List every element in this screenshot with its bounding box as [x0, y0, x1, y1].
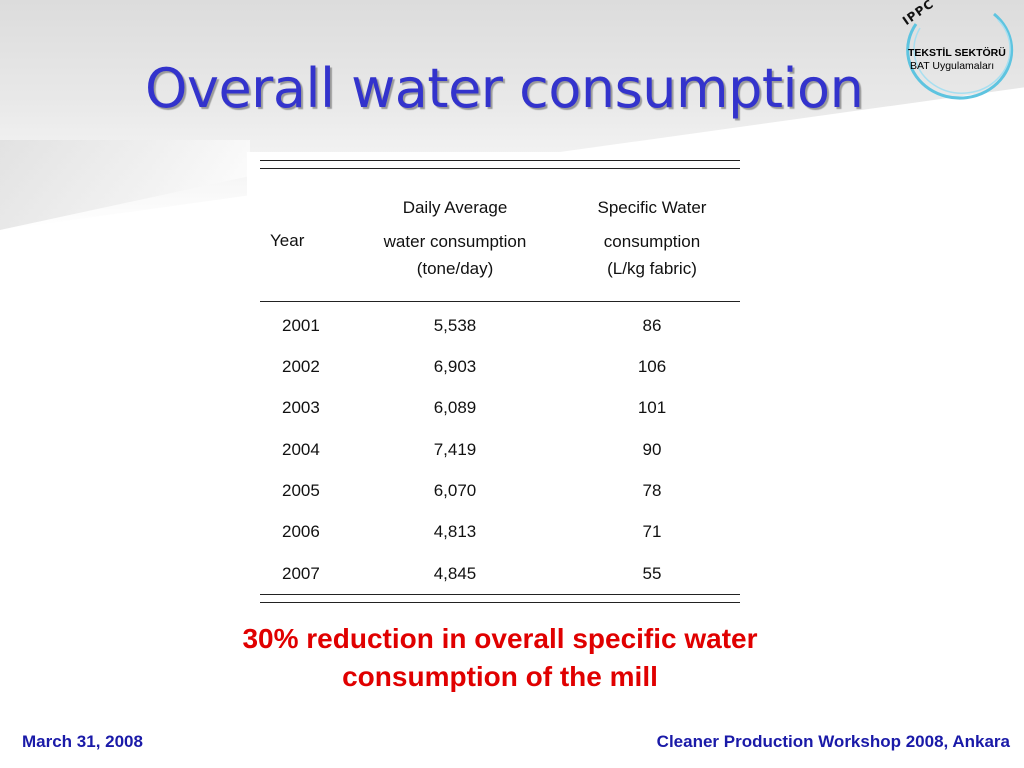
cell-year: 2003 — [282, 398, 320, 417]
cell-daily: 4,845 — [433, 564, 477, 583]
cell-year: 2001 — [282, 316, 320, 335]
header-daily-line2: water consumption — [383, 232, 527, 251]
cell-specific: 101 — [637, 398, 667, 417]
cell-daily: 6,070 — [433, 481, 477, 500]
logo-line1: TEKSTİL SEKTÖRÜ — [908, 47, 1006, 59]
cell-year: 2007 — [282, 564, 320, 583]
cell-year: 2006 — [282, 522, 320, 541]
callout-line2: consumption of the mill — [342, 661, 658, 692]
cell-daily: 6,089 — [433, 398, 477, 417]
cell-daily: 6,903 — [433, 357, 477, 376]
cell-year: 2002 — [282, 357, 320, 376]
slide-title: Overall water consumption — [145, 57, 864, 120]
cell-daily: 4,813 — [433, 522, 477, 541]
cell-specific: 78 — [642, 481, 662, 500]
logo-line2: BAT Uygulamaları — [910, 60, 995, 72]
cell-year: 2004 — [282, 440, 320, 459]
logo-ring-icon — [906, 12, 1014, 100]
header-specific-line3: (L/kg fabric) — [607, 259, 697, 278]
table-header-rule — [260, 301, 740, 302]
cell-specific: 55 — [642, 564, 662, 583]
cell-daily: 5,538 — [433, 316, 477, 335]
table-top-rule-2 — [260, 168, 740, 169]
table-bottom-rule — [260, 594, 740, 595]
ippc-logo: IPPC TEKSTİL SEKTÖRÜ BAT Uygulamaları — [898, 0, 1016, 106]
table-bottom-rule-2 — [260, 602, 740, 603]
header-daily-line1: Daily Average — [402, 198, 508, 217]
cell-specific: 71 — [642, 522, 662, 541]
cell-specific: 106 — [637, 357, 667, 376]
cell-specific: 90 — [642, 440, 662, 459]
header-specific-line2: consumption — [603, 232, 701, 251]
cell-daily: 7,419 — [433, 440, 477, 459]
reduction-callout: 30% reduction in overall specific water … — [120, 620, 880, 696]
header-specific-line1: Specific Water — [597, 198, 707, 217]
header-year: Year — [270, 231, 305, 250]
header-daily-line3: (tone/day) — [416, 259, 494, 278]
footer-event: Cleaner Production Workshop 2008, Ankara — [656, 732, 1010, 751]
table-top-rule — [260, 160, 740, 161]
cell-specific: 86 — [642, 316, 662, 335]
water-consumption-table: Year Daily Average water consumption (to… — [247, 152, 754, 612]
footer-date: March 31, 2008 — [22, 732, 143, 751]
callout-line1: 30% reduction in overall specific water — [242, 623, 758, 654]
cell-year: 2005 — [282, 481, 320, 500]
